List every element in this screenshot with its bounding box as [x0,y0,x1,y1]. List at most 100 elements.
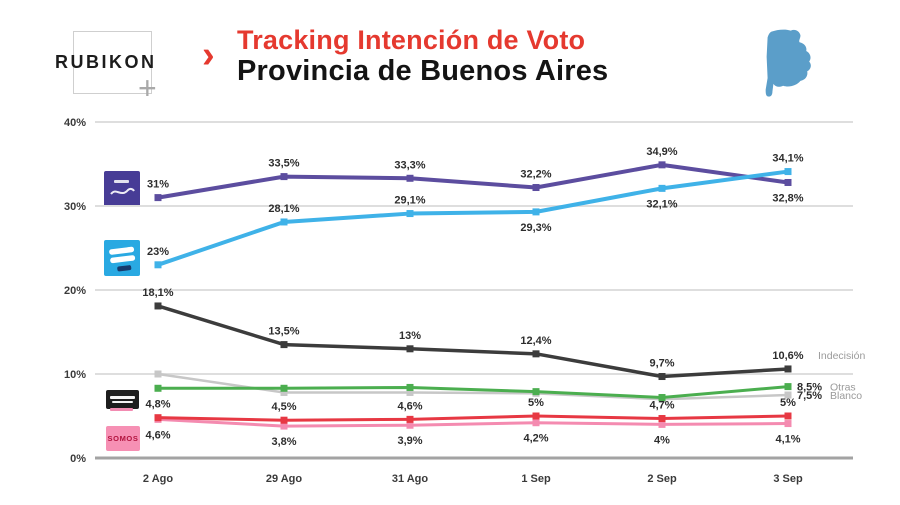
data-point-purple-party [658,161,666,169]
buenos-aires-province-map-icon [765,29,811,97]
data-label-pink-party: 4,2% [523,433,548,445]
black-party-logo-icon [106,390,139,409]
data-label-celeste-party: 29,1% [394,195,425,207]
data-label-pink-party: 4,6% [145,429,170,441]
data-label-celeste-party: 23% [147,246,169,258]
data-label-purple-party: 33,3% [394,159,425,171]
rubikon-logo-frame [73,31,152,94]
lightblue-party-logo-art [109,246,136,272]
data-label-red-left-party: 5% [528,397,544,409]
data-point-red-left-party [532,412,540,420]
data-point-pink-party [280,422,288,430]
data-point-purple-party [154,194,162,202]
data-point-blanco [784,391,792,399]
data-label-purple-party: 33,5% [268,158,299,170]
data-point-celeste-party [658,184,666,192]
data-point-otras [658,394,666,402]
data-point-otras [280,384,288,392]
data-point-purple-party [532,184,540,192]
y-tick-label: 0% [70,453,86,465]
black-party-logo-text-row [110,396,135,399]
data-label-blanco: 7,5% [797,390,822,402]
page-title-line2: Provincia de Buenos Aires [237,55,609,88]
data-label-indecision: 13% [399,330,421,342]
page-title: Tracking Intención de Voto Provincia de … [237,25,608,88]
y-tick-label: 30% [64,201,86,213]
data-point-otras [154,384,162,392]
series-line-pink-party [157,417,789,428]
data-point-red-left-party [784,412,792,420]
series-line-purple-party [157,162,789,200]
data-point-pink-party [406,421,414,429]
y-tick-label: 20% [64,285,86,297]
data-point-blanco [154,370,162,378]
data-point-pink-party [784,420,792,428]
black-party-logo-text-row [112,400,133,403]
x-tick-label: 29 Ago [266,473,303,485]
data-point-indecision [784,365,792,373]
data-label-red-left-party: 4,7% [649,400,674,412]
data-label-purple-party: 31% [147,179,169,191]
data-label-red-left-party: 4,6% [397,400,422,412]
y-tick-label: 40% [64,117,86,129]
legend-label-otras: Otras [830,382,856,394]
x-tick-label: 3 Sep [773,473,803,485]
data-point-celeste-party [154,261,162,269]
data-label-celeste-party: 29,3% [520,222,551,234]
purple-party-logo-icon [104,171,140,207]
data-label-indecision: 10,6% [772,350,803,362]
data-label-pink-party: 3,9% [397,435,422,447]
data-label-celeste-party: 28,1% [268,203,299,215]
data-label-indecision: 12,4% [520,335,551,347]
legend-label-blanco: Blanco [830,390,862,402]
x-tick-label: 2 Ago [143,473,173,485]
data-label-purple-party: 32,8% [772,192,803,204]
data-point-celeste-party [784,168,792,176]
data-label-red-left-party: 4,5% [271,401,296,413]
pink-party-logo-icon: SOMOS [106,426,140,451]
brand-name: RUBIKON [55,52,157,72]
data-point-otras [532,388,540,396]
data-point-purple-party [280,173,288,181]
data-label-celeste-party: 34,1% [772,153,803,165]
data-point-indecision [280,341,288,349]
data-label-indecision: 13,5% [268,326,299,338]
data-point-otras [784,383,792,391]
legend-label-indecision: Indecisión [818,350,865,362]
data-label-pink-party: 4,1% [775,434,800,446]
purple-party-logo-art [110,180,135,195]
pink-party-logo-text: SOMOS [107,434,139,443]
data-point-pink-party [658,420,666,428]
data-label-indecision: 18,1% [142,287,173,299]
data-point-blanco [280,388,288,396]
x-tick-label: 1 Sep [521,473,551,485]
page-title-line1: Tracking Intención de Voto [237,25,586,55]
data-point-purple-party [784,178,792,186]
data-point-blanco [406,388,414,396]
data-label-purple-party: 34,9% [646,146,677,158]
black-party-logo-underline [110,408,133,411]
data-label-red-left-party: 4,8% [145,399,170,411]
data-label-purple-party: 32,2% [520,169,551,181]
data-point-otras [406,383,414,391]
x-tick-label: 2 Sep [647,473,677,485]
data-point-indecision [406,345,414,353]
series-line-otras [158,385,789,400]
lightblue-party-logo-icon [104,240,140,276]
data-point-celeste-party [532,208,540,216]
data-label-red-left-party: 5% [780,397,796,409]
data-label-indecision: 9,7% [649,358,674,370]
data-label-pink-party: 3,8% [271,436,296,448]
x-tick-label: 31 Ago [392,473,429,485]
series-line-red-left-party [157,414,789,422]
data-point-purple-party [406,174,414,182]
series-line-celeste-party [157,169,789,267]
data-point-indecision [658,373,666,381]
data-point-celeste-party [280,218,288,226]
data-point-red-left-party [280,416,288,424]
data-point-red-left-party [406,415,414,423]
chevron-right-icon: › [202,34,215,76]
data-label-otras: 8,5% [797,382,822,394]
series-line-indecision [157,304,789,379]
